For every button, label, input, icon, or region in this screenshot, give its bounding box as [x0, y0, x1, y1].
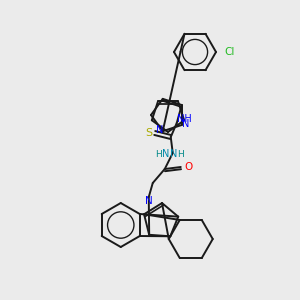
Text: S: S — [145, 128, 152, 138]
Text: N: N — [162, 149, 169, 159]
Text: N: N — [156, 125, 164, 135]
Text: O: O — [184, 162, 193, 172]
Text: NH: NH — [177, 114, 192, 124]
Text: N: N — [145, 196, 153, 206]
Text: Cl: Cl — [224, 47, 234, 57]
Text: H: H — [155, 149, 162, 158]
Text: N: N — [170, 149, 177, 159]
Text: H: H — [177, 149, 184, 158]
Text: N: N — [182, 119, 189, 129]
